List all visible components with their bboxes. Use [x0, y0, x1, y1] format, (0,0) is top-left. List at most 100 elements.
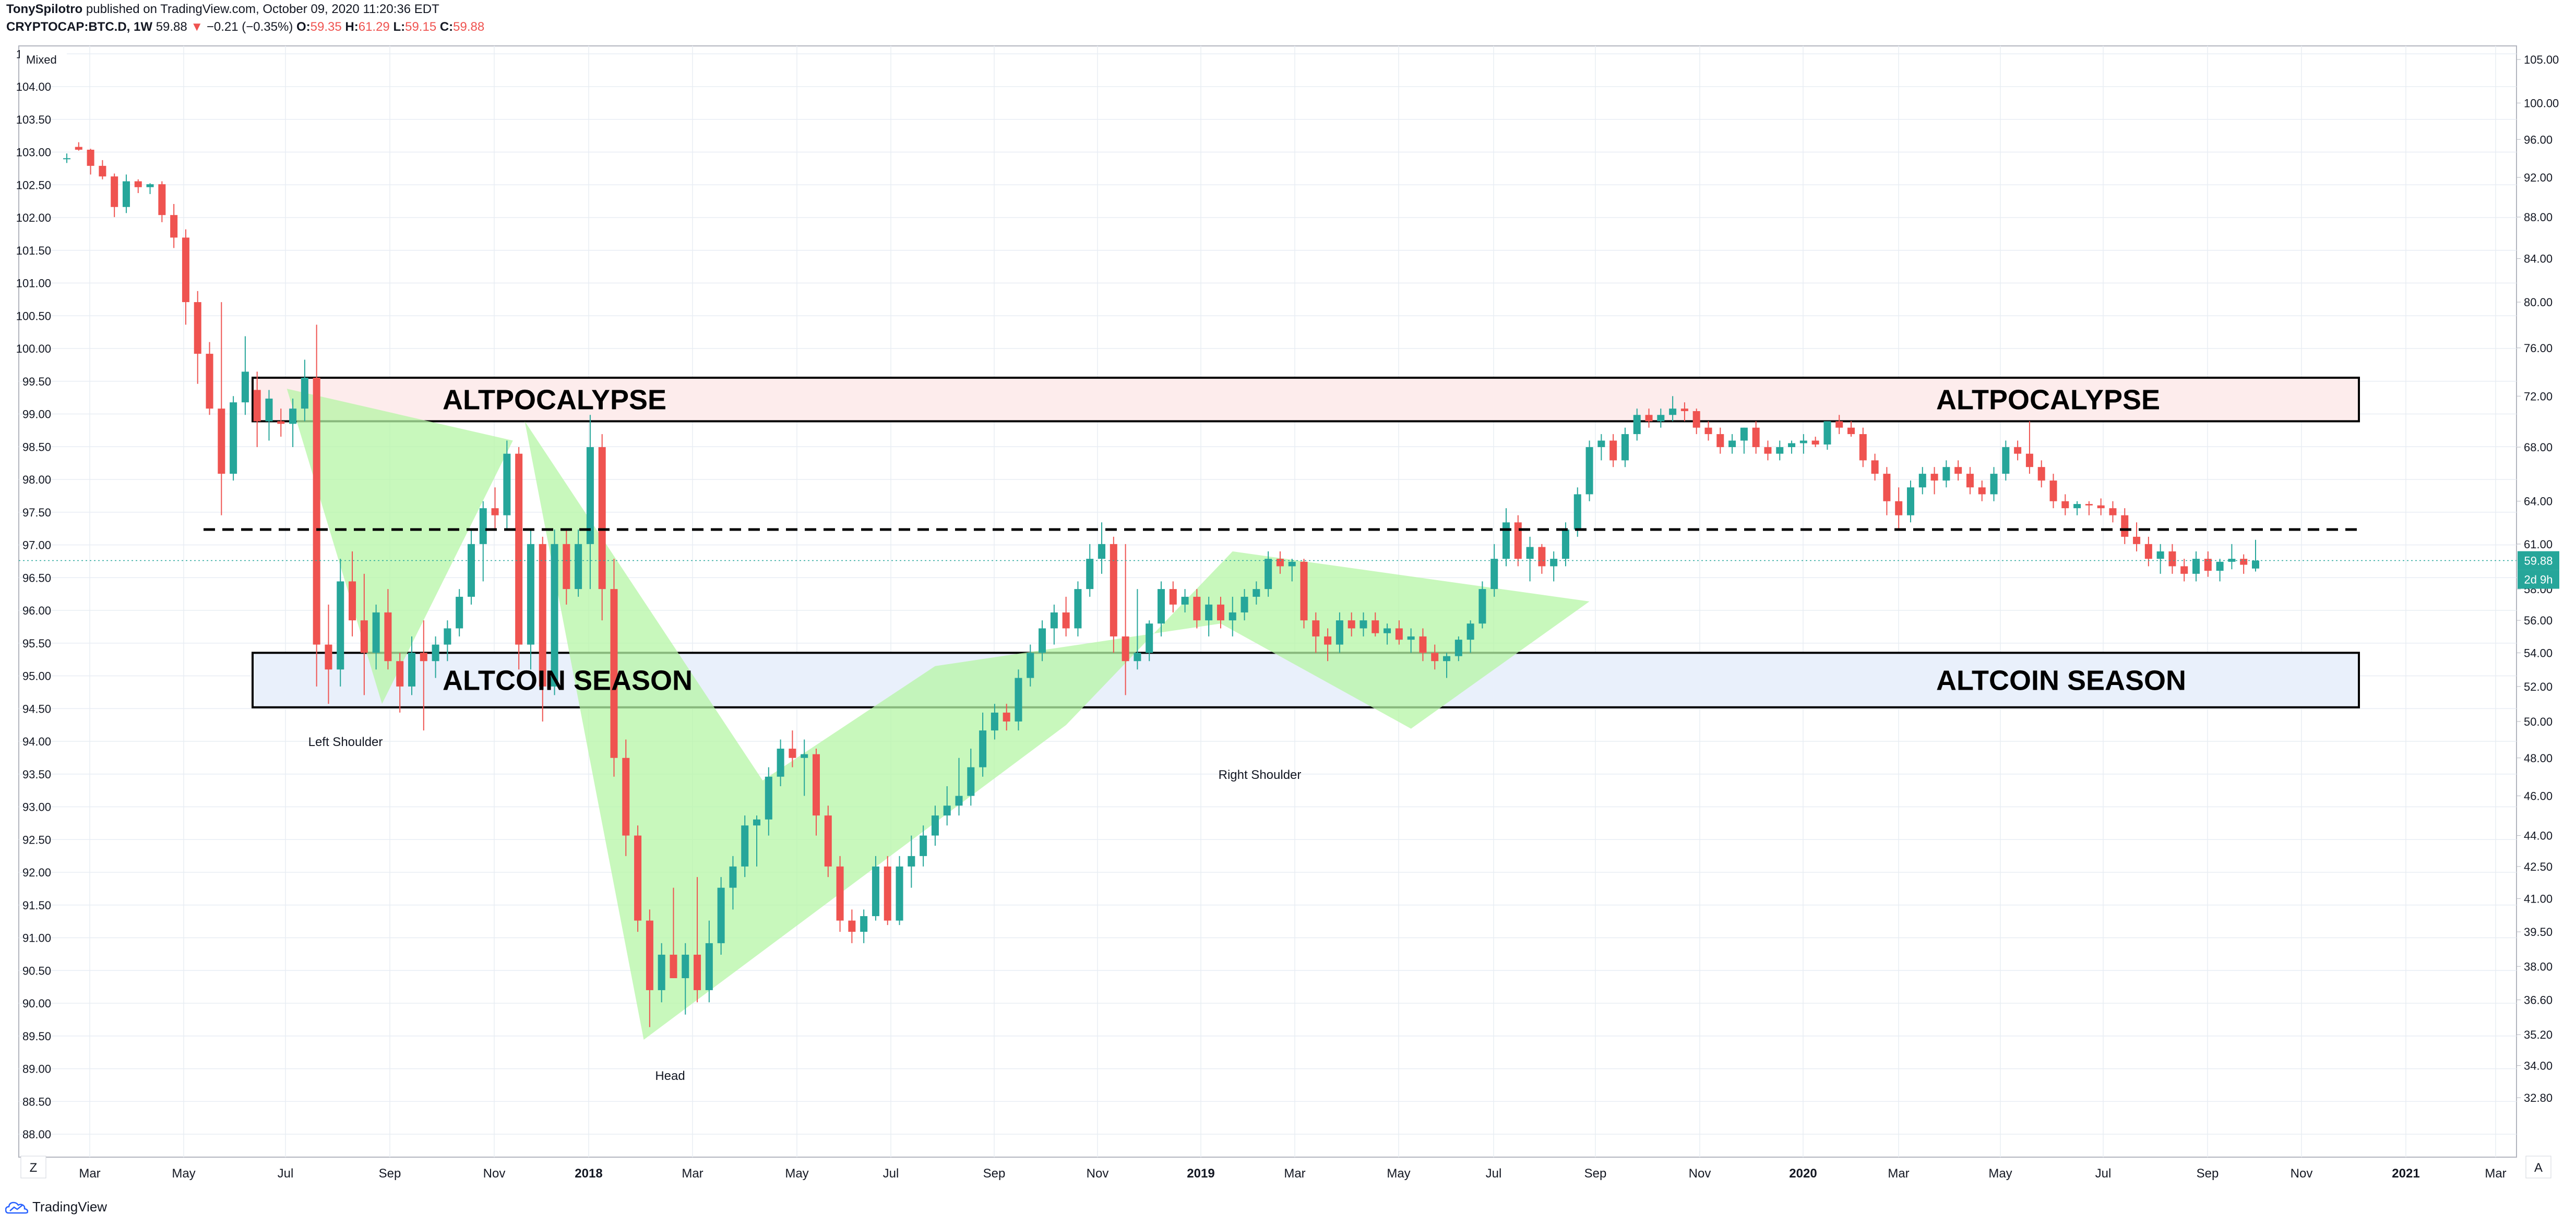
candle-body: [87, 149, 94, 166]
candle-body: [729, 866, 737, 888]
right-axis-tick: 64.00: [2524, 495, 2553, 508]
time-axis-tick: Jul: [2095, 1167, 2112, 1181]
left-axis-tick: 92.00: [22, 866, 51, 879]
countdown-badge-value: 2d 9h: [2524, 573, 2553, 586]
candle-body: [360, 620, 368, 653]
left-axis-tick: 97.50: [22, 506, 51, 519]
overlay-layer: ALTPOCALYPSE ALTCOIN SEASON ALTPOCALYPSE AL…: [19, 384, 2517, 1083]
candle-body: [1241, 596, 1248, 612]
candle-body: [1799, 440, 1807, 443]
resistance-zone-label: ALTPOCALYPSE: [1936, 384, 2160, 416]
candle-body: [2037, 467, 2045, 481]
candle-body: [1930, 474, 1938, 481]
candle-body: [836, 866, 844, 921]
time-axis[interactable]: Mar May Jul Sep Nov 2018 Mar May Jul Sep Nov 2019 Ma…: [79, 1167, 2506, 1181]
candle-body: [289, 408, 297, 424]
candle-body: [1906, 487, 1914, 515]
publisher-name[interactable]: TonySpilotro: [6, 2, 83, 16]
candle-body: [2025, 453, 2033, 467]
left-axis-tick: 91.50: [22, 899, 51, 912]
right-axis-tick: 56.00: [2524, 614, 2553, 627]
candle-body: [1395, 628, 1403, 640]
candle-body: [1609, 440, 1617, 461]
left-axis-tick: 98.50: [22, 440, 51, 453]
left-axis-tick: 103.50: [16, 113, 51, 126]
auto-scale-button[interactable]: [2525, 1156, 2551, 1179]
candle-body: [1811, 440, 1819, 445]
time-axis-tick: May: [1387, 1167, 1410, 1181]
candle-body: [1645, 415, 1653, 422]
right-axis-tick: 100.00: [2524, 97, 2559, 110]
candle-body: [2109, 508, 2117, 515]
symbol-title[interactable]: CRYPTOCAP:BTC.D, 1W: [6, 20, 153, 34]
candle-body: [967, 767, 975, 796]
candle-body: [384, 612, 392, 662]
candle-body: [349, 581, 356, 621]
candle-body: [2085, 504, 2093, 506]
change-arrow-icon: ▼: [190, 20, 204, 34]
left-axis-tick: 102.50: [16, 178, 51, 191]
time-axis-tick: 2020: [1789, 1167, 1817, 1181]
candle-body: [777, 749, 784, 777]
candle-body: [1181, 596, 1189, 605]
candle-body: [1110, 544, 1117, 636]
time-axis-tick: 2021: [2392, 1167, 2419, 1181]
chart-header: TonySpilotro published on TradingView.co…: [6, 0, 484, 35]
candle-body: [1158, 589, 1165, 624]
candle-body: [943, 806, 951, 816]
candle-body: [1835, 421, 1843, 428]
candle-body: [753, 819, 761, 826]
candle-body: [991, 712, 998, 731]
candle-body: [1027, 653, 1034, 678]
candle-body: [253, 390, 261, 422]
candle-body: [63, 158, 70, 160]
left-axis-tick: 104.00: [16, 80, 51, 93]
left-axis-tick: 100.00: [16, 342, 51, 355]
time-axis-tick: May: [785, 1167, 808, 1181]
right-price-axis[interactable]: 105.00 100.00 96.00 92.00 88.00 84.00 80.00 76.…: [2517, 53, 2559, 1104]
right-axis-tick: 46.00: [2524, 790, 2553, 803]
candle-body: [1752, 427, 1760, 448]
left-axis-tick: 90.50: [22, 964, 51, 977]
candle-body: [515, 453, 523, 645]
price-change: −0.21 (−0.35%): [206, 20, 293, 34]
pattern-layer: [287, 389, 1590, 1040]
candle-body: [1680, 408, 1688, 412]
candle-body: [1490, 559, 1498, 590]
candle-body: [1621, 434, 1629, 461]
left-axis-tick: 92.50: [22, 833, 51, 846]
candle-body: [1169, 589, 1177, 605]
left-axis-tick: 101.00: [16, 277, 51, 290]
candle-body: [634, 835, 642, 921]
candle-body: [1692, 411, 1700, 428]
candle-body: [1050, 612, 1058, 629]
publish-info: published on TradingView.com, October 09…: [86, 2, 439, 16]
time-axis-tick: Sep: [2197, 1167, 2219, 1181]
right-axis-tick: 61.00: [2524, 538, 2553, 551]
candle-body: [1895, 501, 1903, 515]
candle-body: [2014, 447, 2022, 454]
tradingview-logo[interactable]: TradingView: [5, 1199, 107, 1215]
candle-body: [1585, 447, 1593, 495]
candle-body: [241, 371, 249, 403]
time-axis-tick: Mar: [1888, 1167, 1909, 1181]
candle-body: [1478, 589, 1486, 624]
candle-body: [2252, 560, 2259, 569]
zoom-button[interactable]: [20, 1156, 46, 1179]
candle-body: [801, 754, 808, 758]
candle-body: [2061, 501, 2069, 509]
candle-body: [920, 835, 927, 856]
scale-mode-box[interactable]: [20, 47, 67, 68]
candle-body: [1193, 596, 1201, 621]
chart-controls: Z A Mixed: [20, 47, 2551, 1179]
candle-body: [551, 544, 558, 687]
right-shoulder-label: Right Shoulder: [1219, 768, 1302, 782]
right-axis-tick: 32.80: [2524, 1091, 2553, 1104]
candle-body: [194, 302, 201, 354]
left-shoulder-triangle: [287, 389, 513, 704]
high-label: H:: [345, 20, 359, 34]
candle-body: [1597, 440, 1605, 448]
candle-body: [1122, 636, 1129, 662]
candle-body: [396, 661, 404, 687]
